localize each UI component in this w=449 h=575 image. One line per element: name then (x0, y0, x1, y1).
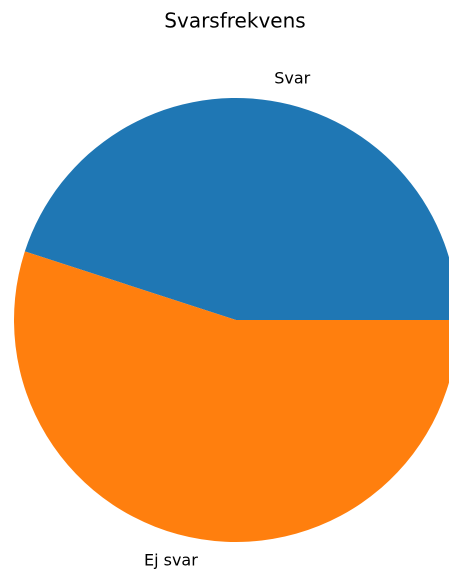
pie-slice (14, 251, 449, 542)
slice-label: Ej svar (144, 551, 198, 570)
chart-title: Svarsfrekvens (164, 9, 305, 33)
pie-slice (24, 98, 449, 320)
slice-label: Svar (274, 68, 310, 87)
